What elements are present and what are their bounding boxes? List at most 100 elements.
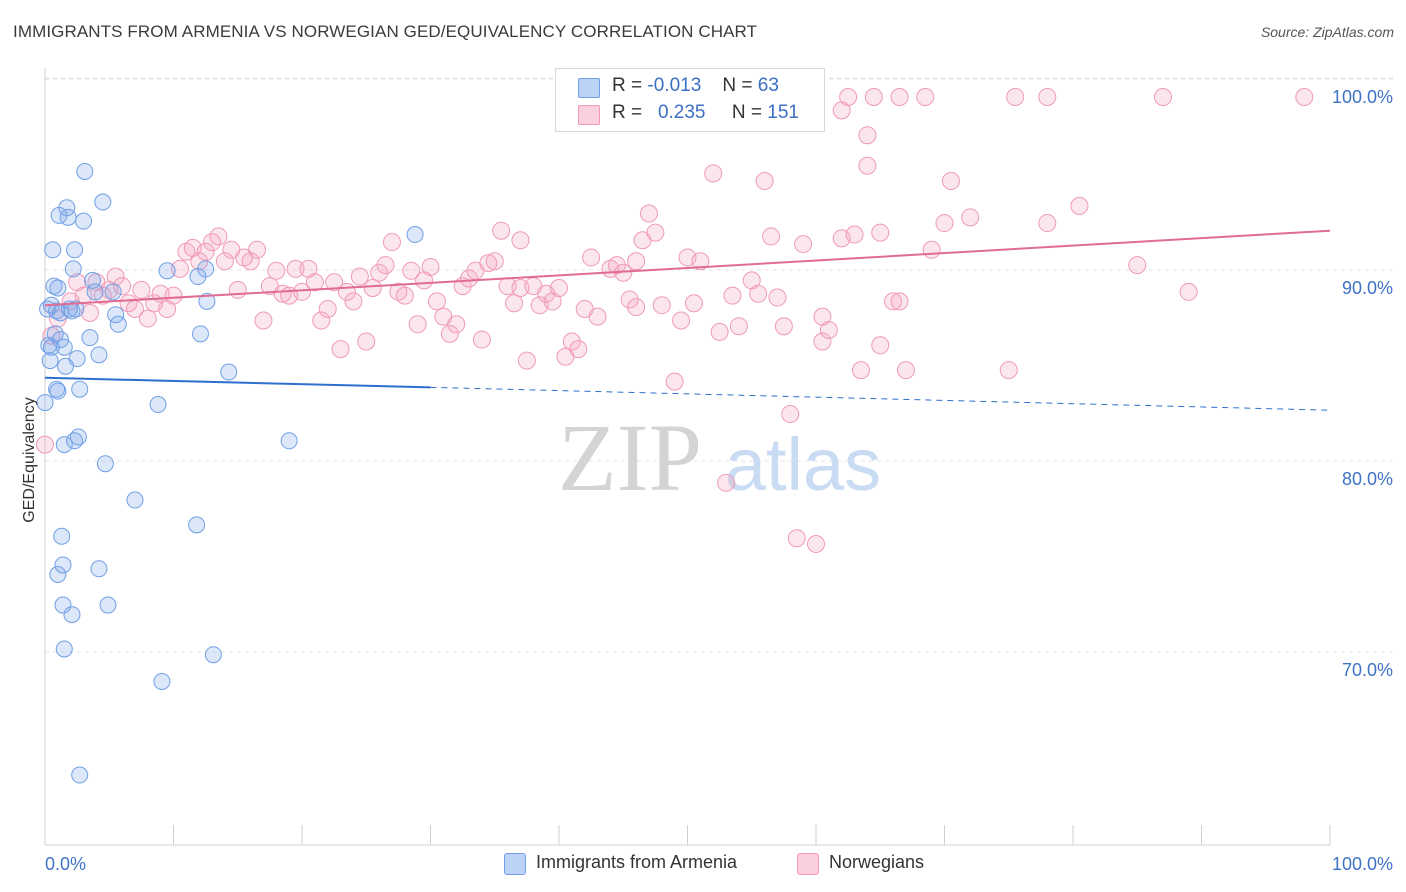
norwegian-point [550, 279, 568, 297]
norwegian-point [672, 311, 691, 330]
armenia-point [54, 596, 72, 614]
watermark-atlas: atlas [725, 423, 881, 506]
norwegian-point [627, 298, 646, 317]
armenia-point [107, 306, 125, 324]
norwegian-legend-swatch [797, 853, 819, 875]
norwegian-point [382, 233, 401, 252]
armenia-point [55, 338, 73, 356]
norwegian-point [80, 303, 99, 322]
norwegian-point [562, 332, 581, 351]
armenia-point [55, 436, 73, 454]
norwegian-trend-line [44, 229, 1331, 307]
norwegian-point [164, 286, 183, 305]
armenia-n-label: N = [722, 75, 753, 96]
armenia-point [60, 300, 78, 318]
norwegian-point [440, 324, 459, 343]
armenia-point [81, 329, 99, 347]
norwegian-point [1006, 88, 1025, 106]
armenia-point [53, 527, 71, 545]
norwegian-point [511, 231, 530, 250]
norwegian-point [376, 256, 395, 275]
y-tick-label: 100.0% [1332, 87, 1393, 107]
armenia-r-value: -0.013 [647, 75, 702, 96]
norwegian-point [871, 336, 890, 355]
armenia-point [90, 560, 108, 578]
norwegian-point [1070, 196, 1089, 215]
armenia-point [109, 315, 127, 333]
norwegian-swatch [578, 105, 600, 125]
norwegian-point [832, 101, 851, 120]
norwegian-point [106, 267, 125, 286]
norwegian-point [505, 294, 524, 313]
armenia-point [36, 394, 54, 412]
norwegian-point [228, 280, 247, 299]
norwegian-point [639, 204, 658, 223]
armenia-point [68, 350, 86, 368]
norwegian-point [74, 286, 93, 305]
norwegian-r-label: R = [612, 102, 643, 123]
norwegian-point [607, 256, 626, 275]
norwegian-point [755, 172, 774, 191]
armenia-point [104, 283, 122, 301]
norwegian-legend-label: Norwegians [829, 852, 925, 872]
norwegian-point [395, 286, 414, 305]
armenia-point [44, 241, 62, 259]
norwegian-point [472, 330, 491, 349]
armenia-point [197, 260, 215, 278]
armenia-point [126, 491, 144, 509]
norwegian-point [704, 164, 723, 183]
norwegian-point [627, 252, 646, 271]
norwegian-point [890, 88, 909, 106]
norwegian-point [794, 235, 813, 254]
norwegian-point [646, 223, 665, 242]
norwegian-point [665, 372, 684, 391]
norwegian-point [196, 242, 215, 261]
norwegian-point [871, 223, 890, 242]
norwegian-point [421, 257, 440, 276]
armenia-point [54, 556, 72, 574]
norwegian-point [312, 311, 331, 330]
armenia-point [55, 640, 73, 658]
armenia-point [280, 432, 298, 450]
norwegian-point [999, 361, 1018, 380]
norwegian-point [813, 307, 832, 326]
norwegian-point [768, 288, 787, 307]
norwegian-n-label: N = [731, 102, 763, 123]
norwegian-point [922, 240, 941, 259]
norwegian-point [293, 282, 311, 301]
norwegian-point [569, 340, 588, 359]
stats-legend: R = -0.013 N = 63 R = 0.235 N = 151 [555, 68, 825, 132]
norwegian-point [267, 261, 286, 280]
norwegian-point [325, 273, 344, 292]
norwegian-point [447, 315, 466, 334]
axes [44, 68, 1331, 846]
norwegian-point [273, 284, 292, 303]
norwegian-point [916, 88, 935, 106]
norwegian-point [1295, 88, 1314, 106]
norwegian-point [896, 361, 915, 380]
source-label: Source: ZipAtlas.com [1260, 24, 1394, 40]
norwegian-point [479, 254, 498, 273]
armenia-point [63, 606, 81, 624]
norwegian-point [749, 284, 768, 303]
norwegian-point [762, 227, 781, 246]
norwegian-point [241, 252, 260, 271]
norwegian-point [305, 273, 324, 292]
norwegian-point [363, 279, 382, 297]
gridlines [45, 77, 1395, 653]
norwegian-point [851, 361, 870, 380]
armenia-legend-swatch [504, 853, 526, 875]
norwegian-point [170, 259, 189, 278]
norwegian-point [884, 292, 903, 311]
norwegian-point [113, 277, 132, 296]
axis-labels: 70.0% 80.0% 90.0% 100.0% 0.0% 100.0% GED/Equiv… [21, 87, 1393, 874]
norwegian-point [729, 317, 748, 336]
norwegian-n-value: 151 [767, 102, 799, 123]
armenia-point [71, 766, 89, 784]
norwegian-point [215, 252, 234, 271]
armenia-point [49, 279, 67, 297]
norwegian-point [807, 534, 825, 553]
norwegian-point [344, 292, 363, 311]
trend-lines [44, 229, 1331, 411]
